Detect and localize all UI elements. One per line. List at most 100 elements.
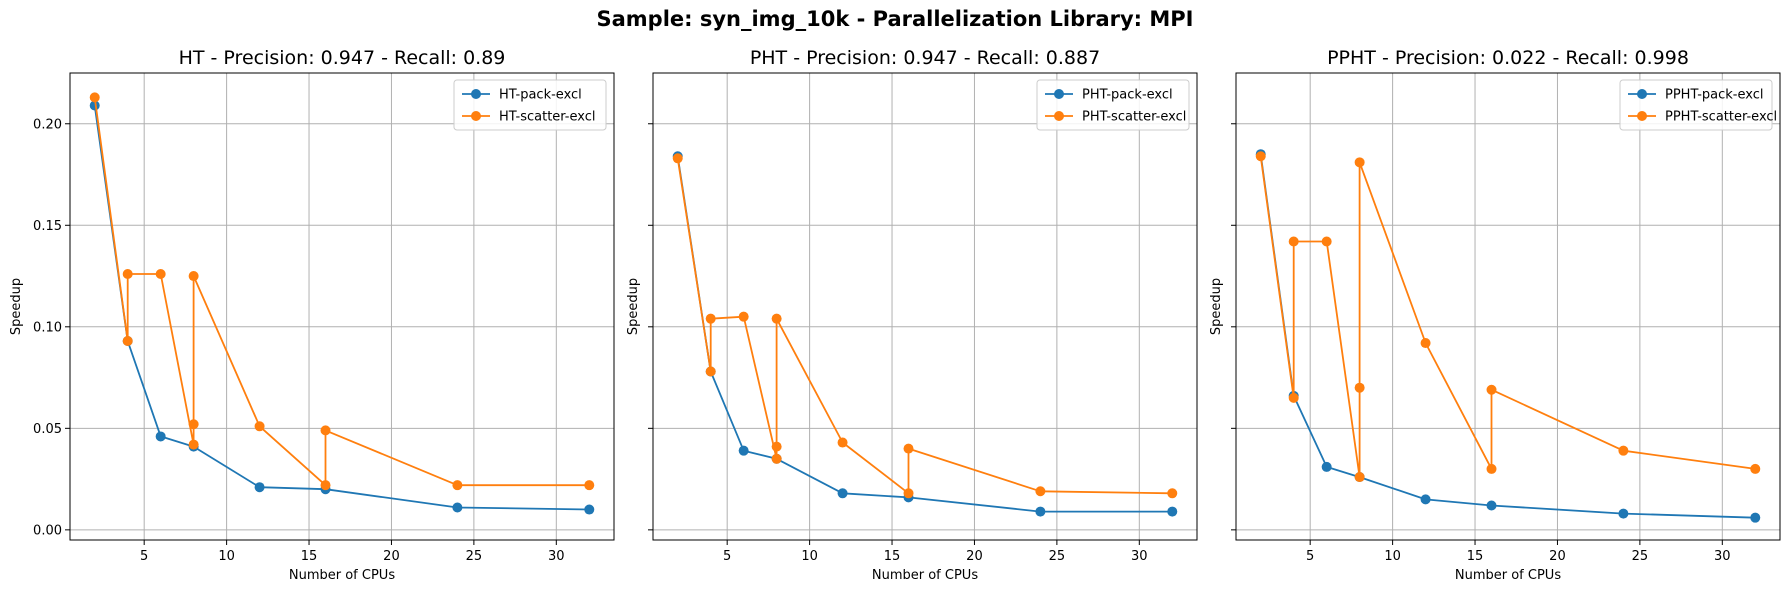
data-point [1618, 445, 1629, 456]
data-point [1750, 463, 1761, 474]
data-point [771, 313, 782, 324]
legend-swatch-marker [1637, 111, 1647, 121]
data-point [89, 100, 100, 111]
legend-swatch-marker [471, 89, 481, 99]
data-point [1420, 494, 1431, 505]
data-point [1354, 157, 1365, 168]
data-point [738, 311, 749, 322]
subplot-1: 5 10 15 20 25 30 0.00 0.05 0.10 0.15 0.20 HT - Prec… [9, 47, 615, 583]
x-tick-label: 25 [1632, 549, 1649, 564]
data-point [837, 437, 848, 448]
series-line-2 [676, 158, 1173, 495]
x-tick-label: 20 [966, 549, 983, 564]
data-point [1750, 512, 1761, 523]
data-point [122, 336, 133, 347]
data-point [1354, 472, 1365, 483]
data-point [1486, 384, 1497, 395]
series-line-1 [1259, 154, 1756, 519]
x-tick-label: 20 [383, 549, 400, 564]
legend: PPHT-pack-excl PPHT-scatter-excl [1619, 79, 1777, 131]
x-tick-label: 25 [1049, 549, 1066, 564]
data-point [903, 488, 914, 499]
data-point [1167, 506, 1178, 517]
legend-label: PHT-pack-excl [1082, 88, 1173, 103]
x-tick-label: 15 [1467, 549, 1484, 564]
data-point [1288, 392, 1299, 403]
data-point [584, 480, 595, 491]
data-point [188, 419, 199, 430]
data-point [254, 482, 265, 493]
x-tick-label: 30 [1714, 549, 1731, 564]
x-axis-label: Number of CPUs [872, 568, 978, 583]
data-point [1167, 488, 1178, 499]
data-point [1486, 500, 1497, 511]
x-tick-label: 5 [140, 549, 148, 564]
legend-box [1619, 79, 1773, 131]
series-line-2 [1259, 156, 1756, 479]
x-tick-label: 25 [466, 549, 483, 564]
data-point [1486, 463, 1497, 474]
data-point [155, 269, 166, 280]
data-point [320, 480, 331, 491]
y-tick-label: 0.00 [33, 523, 62, 538]
y-axis-label: Speedup [9, 278, 24, 335]
legend-label: PPHT-pack-excl [1665, 88, 1763, 103]
data-point [584, 504, 595, 515]
x-tick-label: 20 [1549, 549, 1566, 564]
series-line-1 [93, 105, 590, 511]
x-tick-label: 5 [723, 549, 731, 564]
data-point [1618, 508, 1629, 519]
subplot-title: PHT - Precision: 0.947 - Recall: 0.887 [750, 47, 1100, 69]
legend: HT-pack-excl HT-scatter-excl [453, 79, 607, 131]
x-tick-label: 10 [1384, 549, 1401, 564]
legend-label: PHT-scatter-excl [1082, 110, 1186, 125]
legend-swatch-marker [1054, 111, 1064, 121]
data-point [1035, 506, 1046, 517]
data-point [89, 92, 100, 103]
data-point [837, 488, 848, 499]
y-tick-label: 0.20 [33, 117, 62, 132]
data-point [1255, 151, 1266, 162]
legend-swatch-marker [1054, 89, 1064, 99]
y-tick-label: 0.10 [33, 320, 62, 335]
legend-swatch-marker [471, 111, 481, 121]
data-point [1321, 461, 1332, 472]
data-point [1354, 382, 1365, 393]
data-point [1321, 236, 1332, 247]
subplot-title: HT - Precision: 0.947 - Recall: 0.89 [179, 47, 506, 69]
data-point [155, 431, 166, 442]
x-tick-label: 30 [548, 549, 565, 564]
x-tick-label: 15 [884, 549, 901, 564]
axes-frame [69, 72, 615, 541]
y-axis-label: Speedup [626, 278, 641, 335]
figure-suptitle: Sample: syn_img_10k - Parallelization Li… [596, 7, 1193, 31]
data-point [771, 453, 782, 464]
x-tick-label: 10 [801, 549, 818, 564]
legend-box [453, 79, 607, 131]
y-axis-label: Speedup [1209, 278, 1224, 335]
data-point [771, 441, 782, 452]
data-point [452, 480, 463, 491]
legend-swatch-marker [1637, 89, 1647, 99]
data-point [122, 269, 133, 280]
data-point [672, 153, 683, 164]
axes-frame [1235, 72, 1781, 541]
x-axis-label: Number of CPUs [1455, 568, 1561, 583]
y-tick-label: 0.05 [33, 422, 62, 437]
data-point [705, 366, 716, 377]
data-point [320, 425, 331, 436]
legend-label: HT-scatter-excl [499, 110, 596, 125]
x-axis-label: Number of CPUs [289, 568, 395, 583]
x-tick-label: 30 [1131, 549, 1148, 564]
data-point [254, 421, 265, 432]
series-line-2 [93, 97, 590, 487]
x-tick-label: 15 [301, 549, 318, 564]
data-point [452, 502, 463, 513]
legend-label: HT-pack-excl [499, 88, 582, 103]
legend-label: PPHT-scatter-excl [1665, 110, 1777, 125]
axes-frame [652, 72, 1198, 541]
data-point [1288, 236, 1299, 247]
data-point [903, 443, 914, 454]
legend: PHT-pack-excl PHT-scatter-excl [1036, 79, 1190, 131]
